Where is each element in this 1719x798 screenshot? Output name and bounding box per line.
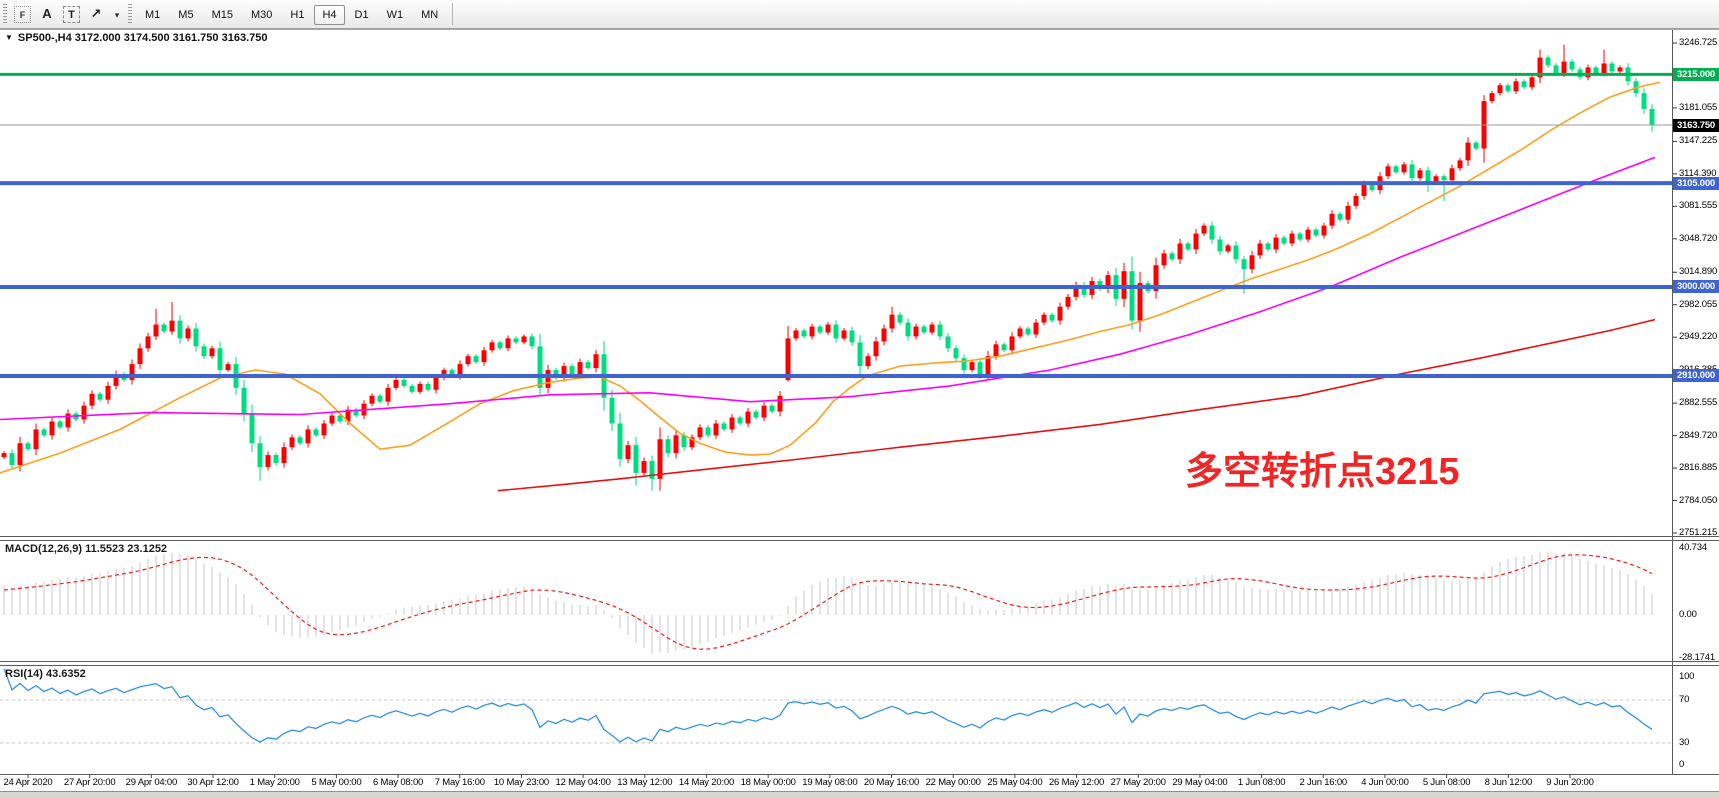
time-tick-label: 10 May 23:00 (493, 777, 550, 788)
timeframe-button-mn[interactable]: MN (421, 9, 439, 21)
time-tick-label: 22 May 00:00 (925, 777, 981, 788)
price-badge-3215.000: 3215.000 (1673, 67, 1719, 81)
bottom-strip (0, 791, 1719, 798)
time-tick-label: 14 May 20:00 (678, 777, 735, 788)
rsi-tick-label: 0 (1679, 759, 1685, 770)
price-tick-label: 2816.885 (1679, 462, 1718, 474)
time-tick-label: 12 May 04:00 (555, 777, 611, 788)
macd-signal-line (3, 554, 1653, 650)
time-tick-label: 2 Jun 16:00 (1299, 777, 1348, 788)
time-tick-label: 18 May 00:00 (740, 777, 796, 788)
price-tick-label: 3014.890 (1679, 266, 1718, 278)
price-tick-label: 2849.720 (1679, 429, 1718, 441)
toolbar-drag-handle[interactable] (3, 4, 7, 24)
arrows-object-icon[interactable]: ↗ (90, 5, 102, 21)
time-tick-label: 20 May 16:00 (863, 777, 920, 788)
time-tick-label: 1 May 20:00 (249, 777, 300, 788)
ma-fast-orange (0, 81, 1661, 474)
main-price-panel (0, 44, 1672, 492)
rsi-tick-label: 30 (1679, 737, 1690, 748)
toolbar-icons: F A T ↗ ▾ (11, 3, 125, 25)
time-tick-label: 29 Apr 04:00 (125, 777, 178, 788)
rsi-panel (0, 668, 1672, 744)
rsi-line (3, 668, 1653, 743)
time-tick-label: 5 Jun 08:00 (1422, 777, 1471, 788)
font-a-icon[interactable]: A (42, 5, 52, 21)
timeframe-button-m15[interactable]: M15 (211, 9, 233, 21)
price-badge-2910.000: 2910.000 (1673, 369, 1719, 383)
timeframe-buttons: M1 M5 M15 M30 H1 H4 D1 W1 MN (136, 5, 447, 25)
time-tick-label: 7 May 16:00 (434, 777, 485, 788)
price-badge-3105.000: 3105.000 (1673, 176, 1719, 190)
time-tick-label: 25 May 04:00 (987, 777, 1043, 788)
time-tick-label: 6 May 08:00 (373, 777, 424, 788)
price-tick-label: 2982.055 (1679, 298, 1718, 310)
price-tick-label: 2751.215 (1679, 527, 1718, 538)
time-tick-label: 24 Apr 2020 (3, 777, 53, 788)
time-tick-label: 5 May 00:00 (311, 777, 362, 788)
price-tick-label: 2784.050 (1679, 494, 1718, 506)
macd-tick-label: -28.1741 (1679, 652, 1715, 663)
chart-chrome (0, 29, 1719, 778)
time-tick-label: 26 May 12:00 (1048, 777, 1105, 788)
text-object-icon[interactable]: T (63, 6, 80, 23)
time-tick-label: 27 May 20:00 (1110, 777, 1166, 788)
price-badge-3163.750: 3163.750 (1673, 118, 1719, 132)
chart-annotation-text: 多空转折点3215 (1185, 451, 1460, 493)
toolbar: F A T ↗ ▾ M1 M5 M15 M30 H1 H4 D1 W1 MN (0, 0, 1719, 29)
price-tick-label: 3048.720 (1679, 232, 1718, 244)
timeframe-button-d1[interactable]: D1 (354, 9, 369, 21)
price-tick-label: 3114.390 (1679, 167, 1717, 179)
macd-tick-label: 0.00 (1679, 609, 1697, 620)
time-tick-label: 13 May 12:00 (617, 777, 673, 788)
ma-mid-magenta (0, 156, 1656, 421)
symbol-dropdown-icon[interactable]: ▼ (5, 33, 13, 42)
price-badge-3000.000: 3000.000 (1673, 280, 1719, 294)
time-tick-label: 27 Apr 20:00 (63, 777, 116, 788)
macd-tick-label: 40.734 (1679, 542, 1707, 553)
price-tick-label: 3181.055 (1679, 101, 1718, 113)
time-tick-label: 19 May 08:00 (802, 777, 858, 788)
timeframe-button-w1[interactable]: W1 (386, 9, 404, 21)
toolbar-drag-handle-2[interactable] (128, 4, 132, 24)
time-tick-label: 4 Jun 00:00 (1361, 777, 1409, 788)
price-tick-label: 2916.385 (1679, 364, 1717, 375)
time-tick-label: 29 May 04:00 (1172, 777, 1228, 788)
price-tick-label: 3081.555 (1679, 200, 1718, 212)
symbol-ohlc-text: SP500-,H4 3172.000 3174.500 3161.750 316… (17, 32, 268, 44)
macd-panel-label: MACD(12,26,9) 11.5523 23.1252 (5, 543, 168, 555)
macd-panel (3, 551, 1653, 654)
timeframe-button-m30[interactable]: M30 (250, 9, 273, 21)
time-tick-label: 30 Apr 12:00 (187, 777, 239, 788)
timeframe-button-h4[interactable]: H4 (314, 5, 345, 25)
symbol-info[interactable]: ▼ SP500-,H4 3172.000 3174.500 3161.750 3… (5, 32, 267, 44)
time-tick-label: 1 Jun 08:00 (1237, 777, 1286, 788)
rsi-tick-label: 100 (1679, 671, 1695, 682)
ma-slow-red (497, 318, 1656, 492)
rsi-tick-label: 70 (1679, 694, 1690, 705)
price-tick-label: 2949.220 (1679, 331, 1718, 343)
price-tick-label: 3246.725 (1679, 37, 1718, 48)
timeframe-button-h1[interactable]: H1 (290, 9, 305, 21)
timeframe-button-m1[interactable]: M1 (145, 9, 161, 21)
timeframe-button-m5[interactable]: M5 (178, 9, 194, 21)
rsi-panel-label: RSI(14) 43.6352 (5, 668, 86, 680)
chart-grid-f-icon[interactable]: F (14, 6, 31, 23)
toolbar-separator (452, 3, 454, 25)
arrows-dropdown-caret-icon[interactable]: ▾ (114, 9, 120, 20)
time-tick-label: 8 Jun 12:00 (1484, 777, 1533, 788)
price-tick-label: 3147.225 (1679, 135, 1718, 147)
price-tick-label: 2882.555 (1679, 397, 1718, 409)
time-tick-label: 9 Jun 20:00 (1546, 777, 1594, 788)
